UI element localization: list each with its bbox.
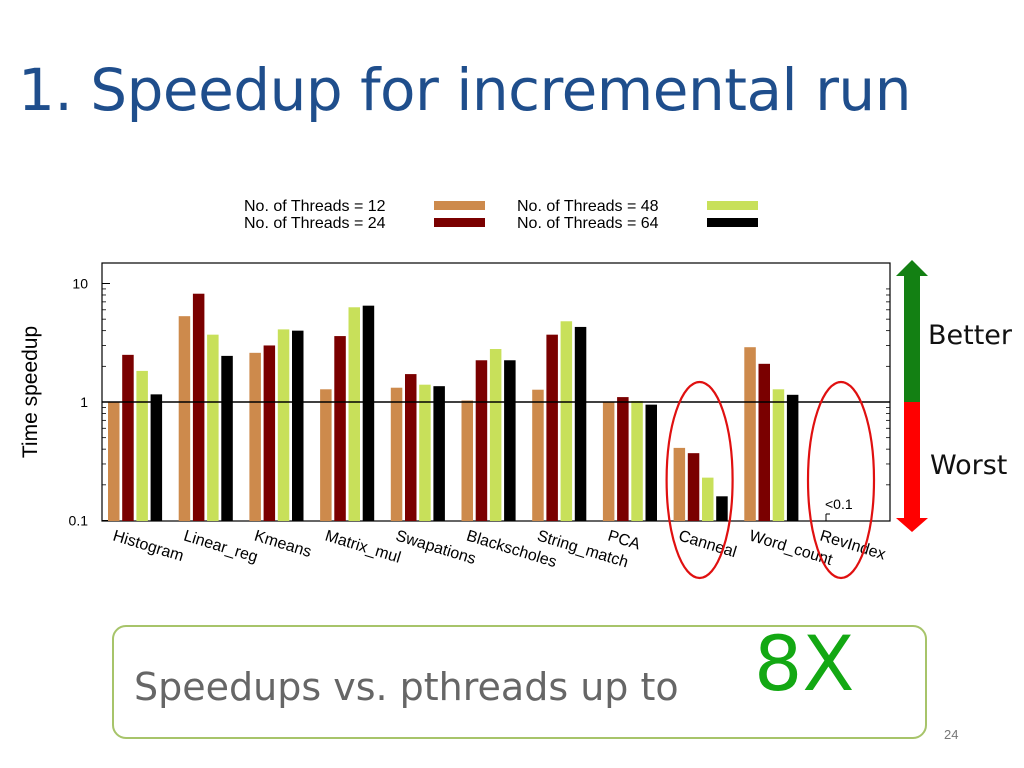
- bar-linear_reg-s3: [207, 334, 219, 521]
- bar-histogram-s2: [122, 354, 134, 521]
- bar-kmeans-s2: [263, 345, 276, 521]
- x-tick-label: Swapations: [394, 528, 478, 568]
- bar-histogram-s1: [108, 402, 120, 521]
- bar-canneal-s2: [687, 453, 700, 521]
- page-number: 24: [944, 727, 959, 742]
- better-arrow-shape: [896, 260, 928, 402]
- highlight-circle-canneal: [665, 380, 734, 580]
- bar-blackscholes-s2: [475, 360, 488, 521]
- bar-linear_reg-s4: [221, 355, 233, 521]
- bar-histogram-s3: [136, 370, 148, 521]
- x-tick-label: Matrix_mul: [323, 528, 403, 567]
- bar-pca-s4: [645, 404, 657, 521]
- bar-kmeans-s4: [292, 330, 304, 521]
- bar-blackscholes-s1: [461, 400, 473, 521]
- legend-label: No. of Threads = 64: [517, 215, 659, 232]
- bar-swapations-s4: [433, 386, 445, 521]
- highlight-circle-revindex: [806, 380, 876, 580]
- legend-label: No. of Threads = 12: [244, 198, 386, 215]
- bar-string_match-s3: [560, 321, 573, 521]
- y-axis: 10 1 0.1: [69, 276, 890, 529]
- bar-histogram-s4: [150, 394, 163, 521]
- bar-canneal-s4: [716, 496, 728, 521]
- bar-swapations-s1: [390, 387, 403, 521]
- bar-blackscholes-s4: [504, 360, 516, 521]
- better-label: Better: [928, 320, 1013, 351]
- x-tick-label: Kmeans: [252, 528, 313, 561]
- slide-title: 1. Speedup for incremental run: [18, 56, 911, 124]
- bar-word_count-s1: [744, 347, 756, 521]
- x-tick-label: Histogram: [111, 528, 186, 566]
- annotations: <0.1: [665, 380, 876, 580]
- bar-string_match-s4: [574, 326, 587, 521]
- y-tick-label: 10: [72, 276, 88, 292]
- worst-label: Worst: [930, 450, 1008, 481]
- legend-label: No. of Threads = 24: [244, 215, 386, 232]
- bar-swapations-s3: [419, 384, 431, 521]
- legend-swatch: [707, 201, 758, 210]
- legend-label: No. of Threads = 48: [517, 198, 659, 215]
- annotation-text: <0.1: [825, 496, 853, 512]
- bar-word_count-s2: [758, 363, 770, 521]
- legend-swatch: [434, 201, 485, 210]
- bar-matrix_mul-s4: [362, 305, 375, 521]
- bar-linear_reg-s2: [192, 293, 205, 521]
- y-tick-label: 1: [80, 394, 88, 410]
- bar-pca-s3: [631, 400, 643, 521]
- callout-text: Speedups vs. pthreads up to: [134, 665, 679, 709]
- bar-blackscholes-s3: [489, 349, 502, 521]
- callout-highlight: 8X: [754, 619, 855, 708]
- bar-swapations-s2: [405, 374, 417, 521]
- bar-word_count-s4: [786, 394, 799, 521]
- bar-word_count-s3: [772, 389, 785, 521]
- x-tick-label: Linear_reg: [182, 528, 260, 567]
- bar-matrix_mul-s1: [320, 389, 332, 521]
- bar-string_match-s2: [546, 334, 558, 521]
- bar-canneal-s3: [702, 477, 714, 521]
- y-axis-label: Time speedup: [19, 326, 42, 458]
- bar-kmeans-s1: [249, 352, 261, 521]
- y-tick-label: 0.1: [69, 513, 89, 529]
- callout-box: Speedups vs. pthreads up to 8X: [112, 619, 927, 739]
- x-tick-label: Canneal: [676, 528, 738, 562]
- bar-linear_reg-s1: [178, 316, 191, 521]
- bar-kmeans-s3: [277, 329, 290, 521]
- bar-string_match-s1: [532, 389, 544, 521]
- legend-swatch: [707, 218, 758, 227]
- bar-pca-s1: [602, 402, 615, 521]
- bar-canneal-s1: [673, 447, 686, 521]
- bar-group: [108, 293, 799, 521]
- bar-pca-s2: [617, 397, 629, 521]
- worst-arrow-shape: [896, 402, 928, 532]
- bar-matrix_mul-s3: [348, 307, 360, 521]
- bar-matrix_mul-s2: [334, 336, 346, 521]
- legend-swatch: [434, 218, 485, 227]
